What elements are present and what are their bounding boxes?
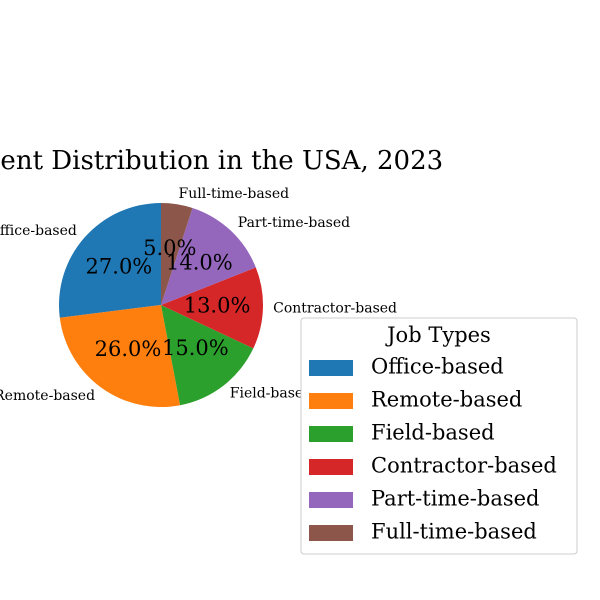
slice-percent-contractor-based: 13.0% — [184, 293, 251, 317]
pie-slice-full-time-based — [161, 203, 193, 305]
slice-percent-office-based: 27.0% — [86, 254, 153, 278]
legend-swatch-full-time-based — [309, 525, 353, 541]
slice-label-full-time-based: Full-time-based — [179, 186, 290, 202]
pie-slice-office-based — [59, 203, 161, 318]
legend-frame — [300, 317, 578, 555]
legend-label-office-based: Office-based — [371, 355, 504, 379]
slice-label-field-based: Field-based — [230, 386, 312, 402]
slice-label-remote-based: Remote-based — [0, 388, 95, 404]
pie-slices — [59, 203, 263, 407]
category-labels: Office-based Remote-based Field-based Contr… — [0, 186, 397, 404]
legend-title: Job Types — [385, 323, 491, 347]
slice-percent-remote-based: 26.0% — [95, 337, 162, 361]
pie-slice-part-time-based — [161, 207, 256, 305]
legend-swatch-part-time-based — [309, 492, 353, 508]
legend-swatch-field-based — [309, 426, 353, 442]
percentage-labels: 27.0% 26.0% 15.0% 13.0% 14.0%5.0% — [86, 236, 251, 361]
slice-label-contractor-based: Contractor-based — [273, 301, 397, 317]
slice-percent-full-time-based: 5.0% — [143, 236, 196, 260]
legend-label-field-based: Field-based — [371, 421, 495, 445]
slice-percent-field-based: 15.0% — [162, 336, 229, 360]
slice-label-part-time-based: Part-time-based — [238, 215, 350, 231]
legend-items: Office-based Remote-based Field-based Contr… — [309, 355, 557, 544]
legend-swatch-contractor-based — [309, 459, 353, 475]
pie-slice-remote-based — [59, 305, 181, 407]
pie-slice-contractor-based — [161, 267, 263, 349]
legend-swatch-office-based — [309, 360, 353, 376]
legend-swatch-remote-based — [309, 393, 353, 409]
legend-label-contractor-based: Contractor-based — [371, 454, 557, 478]
slice-label-office-based: Office-based — [0, 223, 77, 239]
pie-slice-field-based — [161, 305, 254, 406]
legend: Job Types Office-based Remote-based Field-… — [300, 317, 578, 555]
legend-label-full-time-based: Full-time-based — [371, 520, 537, 544]
legend-label-part-time-based: Part-time-based — [371, 487, 539, 511]
legend-label-remote-based: Remote-based — [371, 388, 522, 412]
slice-percent-part-time-based: 14.0% — [166, 251, 233, 275]
chart-title: Employment Distribution in the USA, 2023 — [0, 146, 443, 176]
